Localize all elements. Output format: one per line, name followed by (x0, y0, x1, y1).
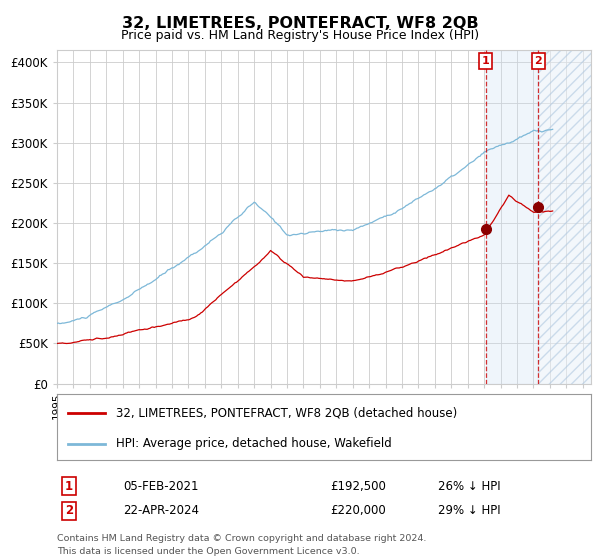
Text: 29% ↓ HPI: 29% ↓ HPI (438, 504, 500, 517)
Text: This data is licensed under the Open Government Licence v3.0.: This data is licensed under the Open Gov… (57, 547, 359, 556)
Text: 1: 1 (482, 56, 490, 66)
Text: 26% ↓ HPI: 26% ↓ HPI (438, 479, 500, 493)
Text: 1: 1 (65, 479, 73, 493)
Text: 32, LIMETREES, PONTEFRACT, WF8 2QB: 32, LIMETREES, PONTEFRACT, WF8 2QB (122, 16, 478, 31)
Text: £220,000: £220,000 (330, 504, 386, 517)
Text: £192,500: £192,500 (330, 479, 386, 493)
Bar (485, 50, 538, 384)
Text: Price paid vs. HM Land Registry's House Price Index (HPI): Price paid vs. HM Land Registry's House … (121, 29, 479, 42)
Bar (538, 50, 591, 384)
Text: 05-FEB-2021: 05-FEB-2021 (123, 479, 199, 493)
Text: Contains HM Land Registry data © Crown copyright and database right 2024.: Contains HM Land Registry data © Crown c… (57, 534, 427, 543)
Text: 22-APR-2024: 22-APR-2024 (123, 504, 199, 517)
Text: 2: 2 (535, 56, 542, 66)
Text: 2: 2 (65, 504, 73, 517)
Text: 32, LIMETREES, PONTEFRACT, WF8 2QB (detached house): 32, LIMETREES, PONTEFRACT, WF8 2QB (deta… (116, 406, 457, 419)
Bar (538, 50, 591, 384)
Text: HPI: Average price, detached house, Wakefield: HPI: Average price, detached house, Wake… (116, 437, 391, 450)
